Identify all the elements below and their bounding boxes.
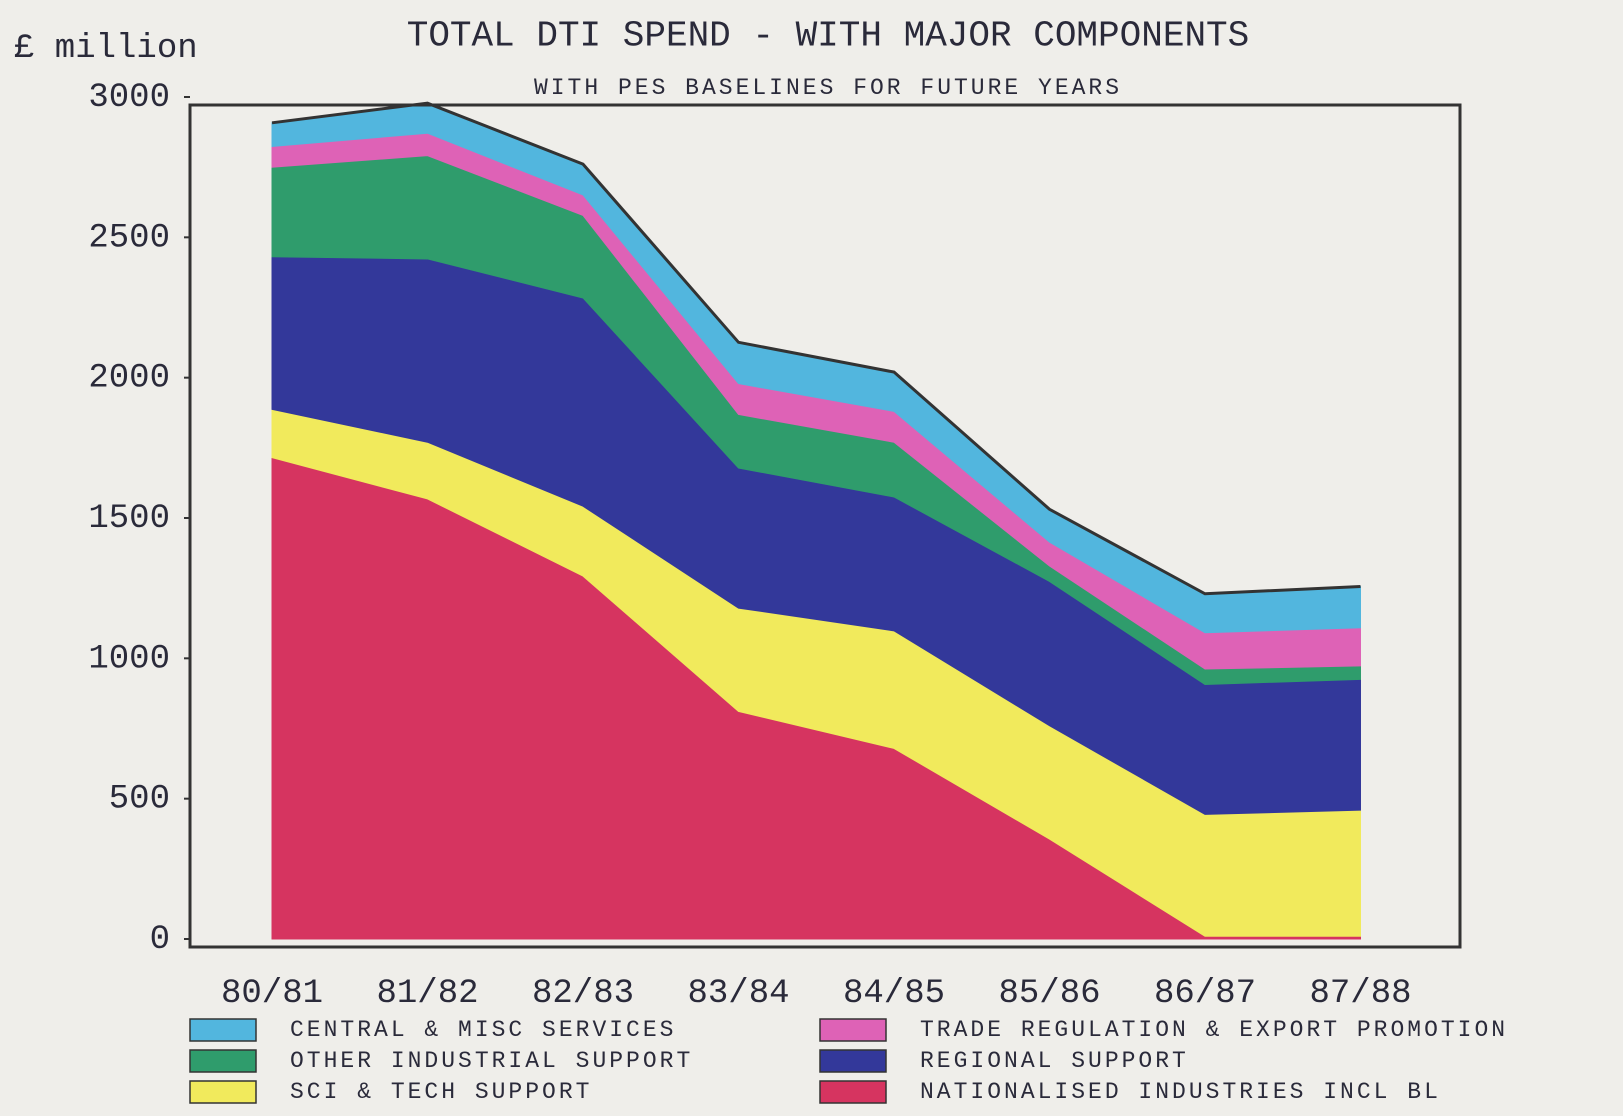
- legend-label: TRADE REGULATION & EXPORT PROMOTION: [920, 1017, 1508, 1043]
- x-tick-label: 86/87: [1154, 975, 1256, 1013]
- y-axis-label: £ million: [14, 30, 198, 68]
- legend-swatch: [189, 1080, 257, 1104]
- legend-label: OTHER INDUSTRIAL SUPPORT: [290, 1048, 693, 1074]
- y-tick-label: 500: [109, 781, 170, 819]
- legend-swatch: [819, 1018, 887, 1042]
- y-tick-label: 2500: [88, 219, 170, 257]
- x-tick-label: 87/88: [1309, 975, 1411, 1013]
- x-tick-label: 84/85: [843, 975, 945, 1013]
- y-tick-label: 0: [150, 921, 170, 959]
- chart-title: TOTAL DTI SPEND - WITH MAJOR COMPONENTS: [407, 16, 1250, 57]
- legend-swatch: [189, 1049, 257, 1073]
- plot-frame: [188, 103, 1462, 949]
- legend-label: SCI & TECH SUPPORT: [290, 1079, 592, 1105]
- legend-swatch: [189, 1018, 257, 1042]
- x-tick-label: 80/81: [221, 975, 323, 1013]
- legend-swatch: [819, 1080, 887, 1104]
- legend-swatch: [819, 1049, 887, 1073]
- chart-subtitle: WITH PES BASELINES FOR FUTURE YEARS: [534, 75, 1122, 101]
- x-tick-label: 82/83: [532, 975, 634, 1013]
- outline: [271, 101, 1361, 596]
- y-tick-label: 1500: [88, 500, 170, 538]
- x-tick-label: 83/84: [687, 975, 789, 1013]
- x-tick-label: 85/86: [998, 975, 1100, 1013]
- y-tick-label: 3000: [88, 79, 170, 117]
- legend-label: NATIONALISED INDUSTRIES INCL BL: [920, 1079, 1441, 1105]
- y-tick-label: 1000: [88, 640, 170, 678]
- legend-label: REGIONAL SUPPORT: [920, 1048, 1189, 1074]
- legend-label: CENTRAL & MISC SERVICES: [290, 1017, 676, 1043]
- x-tick-label: 81/82: [376, 975, 478, 1013]
- y-tick-label: 2000: [88, 360, 170, 398]
